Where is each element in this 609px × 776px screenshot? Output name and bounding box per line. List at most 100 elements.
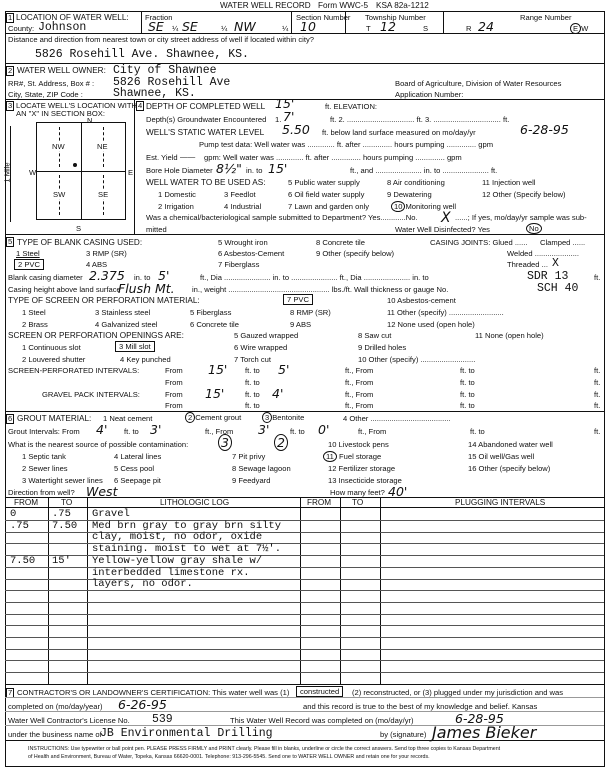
screen-rmp[interactable]: 8 RMP (SR): [290, 308, 331, 317]
screen-asbestos[interactable]: 10 Asbestos-cement: [387, 296, 456, 305]
opening-continuous[interactable]: 1 Continuous slot: [22, 343, 81, 352]
fraction-1[interactable]: SE: [148, 19, 164, 34]
source-livestock[interactable]: 10 Livestock pens: [328, 440, 389, 449]
distance-value[interactable]: 5826 Rosehill Ave. Shawnee, KS.: [35, 48, 249, 61]
casing-asbestos[interactable]: 6 Asbestos-Cement: [218, 249, 285, 258]
opening-gauzed[interactable]: 5 Gauzed wrapped: [234, 331, 299, 340]
chem-no-mark[interactable]: X: [441, 210, 451, 226]
opening-none[interactable]: 11 None (open hole): [475, 331, 544, 340]
source-sewer[interactable]: 2 Sewer lines: [22, 464, 68, 473]
static-date-value[interactable]: 6-28-95: [520, 122, 569, 137]
section-grid[interactable]: NW NE SW SE: [36, 122, 126, 220]
casing-rmp[interactable]: 3 RMP (SR): [86, 249, 127, 258]
gauge-value[interactable]: SCH 40: [537, 282, 579, 295]
gravel-from-value[interactable]: 15': [205, 386, 225, 401]
joints-welded[interactable]: Welded .....................: [507, 249, 580, 258]
source-fertilizer[interactable]: 12 Fertilizer storage: [328, 464, 396, 473]
static-level-value[interactable]: 5.50: [282, 122, 310, 137]
casing-wrought-iron[interactable]: 5 Wrought iron: [218, 238, 268, 247]
range-value[interactable]: 24: [478, 19, 494, 34]
section-value[interactable]: 10: [300, 19, 316, 34]
grout-other[interactable]: 4 Other ................................…: [343, 414, 451, 423]
use-oil-field[interactable]: 6 Oil field water supply: [288, 190, 365, 199]
casing-height-value[interactable]: Flush Mt.: [118, 281, 175, 296]
screen-fiberglass[interactable]: 5 Fiberglass: [190, 308, 232, 317]
sdr-value[interactable]: SDR 13: [527, 270, 569, 283]
joints-threaded[interactable]: Threaded ...: [507, 260, 548, 269]
fraction-2[interactable]: SE: [182, 19, 198, 34]
opening-torch[interactable]: 7 Torch cut: [234, 355, 272, 364]
feet-value[interactable]: 40': [388, 484, 408, 499]
grout-to-1[interactable]: 3': [150, 422, 162, 437]
screen-brass[interactable]: 2 Brass: [22, 320, 48, 329]
casing-abs[interactable]: 4 ABS: [86, 260, 108, 269]
source-feedyard[interactable]: 9 Feedyard: [232, 476, 271, 485]
opening-other[interactable]: 10 Other (specify) .....................…: [358, 355, 476, 364]
w-option[interactable]: W: [581, 24, 589, 33]
use-industrial[interactable]: 4 Industrial: [224, 202, 262, 211]
constructed-selected[interactable]: constructed: [296, 686, 344, 697]
opening-saw[interactable]: 8 Saw cut: [358, 331, 392, 340]
threaded-mark[interactable]: X: [552, 257, 559, 270]
source-lateral[interactable]: 4 Lateral lines: [114, 452, 162, 461]
license-value[interactable]: 539: [152, 713, 173, 726]
use-air-conditioning[interactable]: 8 Air conditioning: [387, 178, 445, 187]
owner-value[interactable]: City of Shawnee: [113, 64, 217, 77]
casing-fiberglass[interactable]: 7 Fiberglass: [218, 260, 260, 269]
opening-mill-slot-selected[interactable]: 3 Mill slot: [115, 341, 155, 352]
use-other[interactable]: 12 Other (Specify below): [482, 190, 566, 199]
bore-diameter-value[interactable]: 8½": [216, 161, 242, 176]
completed-date[interactable]: 6-26-95: [118, 697, 167, 712]
source-cess-pool[interactable]: 5 Cess pool: [114, 464, 155, 473]
township-value[interactable]: 12: [380, 19, 396, 34]
screen-other[interactable]: 11 Other (specify) .....................…: [387, 308, 504, 317]
source-oil-gas-well[interactable]: 15 Oil well/Gas well: [468, 452, 535, 461]
business-value[interactable]: JB Environmental Drilling: [100, 727, 273, 740]
use-feedlot[interactable]: 3 Feedlot: [224, 190, 256, 199]
direction-value[interactable]: West: [86, 484, 118, 499]
casing-diameter-value[interactable]: 2.375: [89, 268, 125, 283]
casing-pvc-selected[interactable]: 2 PVC: [14, 259, 44, 270]
bore-depth-value[interactable]: 15': [268, 161, 288, 176]
source-insecticide[interactable]: 13 Insecticide storage: [328, 476, 402, 485]
joints-glued[interactable]: CASING JOINTS: Glued ......: [430, 238, 528, 247]
screen-concrete[interactable]: 6 Concrete tile: [190, 320, 239, 329]
source-fuel-storage[interactable]: 11 Fuel storage: [323, 451, 381, 462]
source-watertight[interactable]: 3 Watertight sewer lines: [22, 476, 103, 485]
fraction-3[interactable]: NW: [234, 19, 256, 34]
casing-steel[interactable]: 1 Steel: [16, 249, 40, 258]
city-value[interactable]: Shawnee, KS.: [113, 87, 196, 100]
opening-louvered[interactable]: 2 Louvered shutter: [22, 355, 86, 364]
grout-neat-cement[interactable]: 1 Neat cement: [103, 414, 153, 423]
use-injection[interactable]: 11 Injection well: [482, 178, 536, 187]
gravel-to-value[interactable]: 4': [272, 386, 284, 401]
joints-clamped[interactable]: Clamped ......: [540, 238, 586, 247]
use-public[interactable]: 5 Public water supply: [288, 178, 360, 187]
use-dewatering[interactable]: 9 Dewatering: [387, 190, 432, 199]
casing-concrete[interactable]: 8 Concrete tile: [316, 238, 365, 247]
depth-value[interactable]: 15': [275, 96, 295, 111]
screen-none[interactable]: 12 None used (open hole): [387, 320, 475, 329]
grout-from-2[interactable]: 3': [258, 422, 270, 437]
screen-from-value[interactable]: 15': [208, 362, 228, 377]
opening-wire[interactable]: 6 Wire wrapped: [234, 343, 288, 352]
source-seepage[interactable]: 6 Seepage pit: [114, 476, 161, 485]
county-value[interactable]: Johnson: [38, 21, 87, 34]
casing-other[interactable]: 9 Other (specify below): [316, 249, 395, 258]
source-pit-privy[interactable]: 7 Pit privy: [232, 452, 266, 461]
screen-abs[interactable]: 9 ABS: [290, 320, 312, 329]
screen-to-value[interactable]: 5': [278, 362, 290, 377]
screen-stainless[interactable]: 3 Stainless steel: [95, 308, 151, 317]
screen-steel[interactable]: 1 Steel: [22, 308, 46, 317]
e-option[interactable]: E: [570, 23, 582, 34]
grout-bentonite[interactable]: 3 Bentonite: [262, 412, 304, 423]
use-domestic[interactable]: 1 Domestic: [158, 190, 196, 199]
opening-key-punched[interactable]: 4 Key punched: [120, 355, 171, 364]
use-irrigation[interactable]: 2 Irrigation: [158, 202, 194, 211]
use-lawn[interactable]: 7 Lawn and garden only: [288, 202, 370, 211]
disinfected-no[interactable]: No: [526, 223, 542, 234]
screen-pvc-selected[interactable]: 7 PVC: [283, 294, 313, 305]
address-value[interactable]: 5826 Rosehill Ave: [113, 76, 231, 89]
yield-value[interactable]: ——: [180, 152, 196, 161]
